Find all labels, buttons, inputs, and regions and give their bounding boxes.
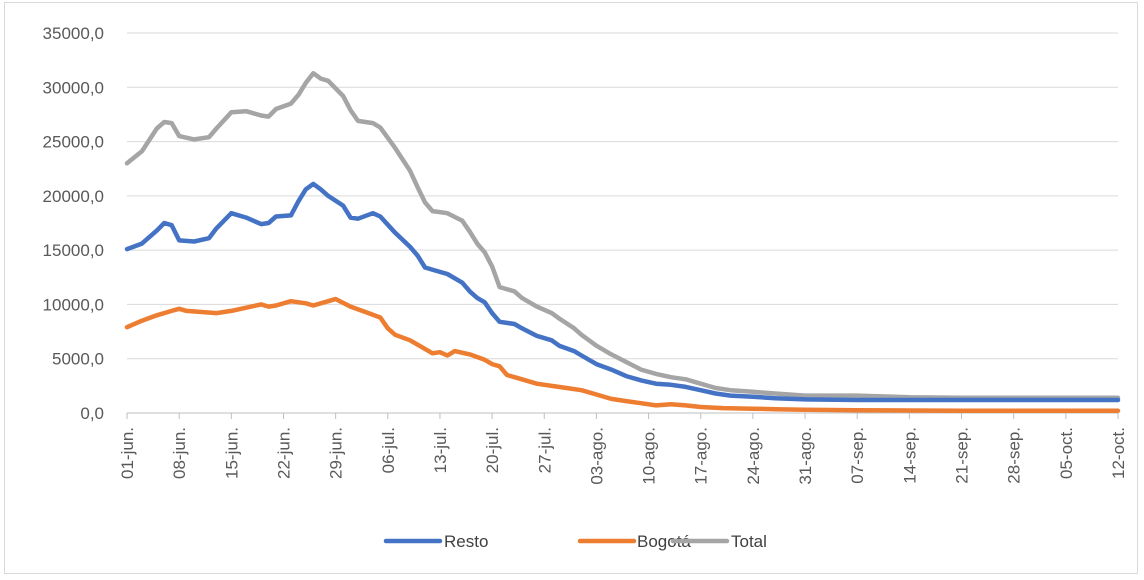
legend-label: Total: [731, 532, 767, 551]
x-tick-label: 21-sep.: [953, 427, 972, 484]
legend-label: Bogotá: [637, 532, 691, 551]
x-tick-label: 10-ago.: [640, 427, 659, 485]
y-tick-label: 35000,0: [43, 24, 104, 43]
x-tick-label: 12-oct.: [1109, 427, 1128, 479]
y-tick-label: 10000,0: [43, 295, 104, 314]
legend-label: Resto: [444, 532, 488, 551]
legend: Resto Bogotá Total: [383, 532, 767, 551]
y-tick-label: 15000,0: [43, 241, 104, 260]
x-axis-ticks: 01-jun. 08-jun. 15-jun. 22-jun. 29-jun. 06-ju…: [118, 413, 1128, 485]
x-tick-label: 20-jul.: [483, 427, 502, 473]
y-tick-label: 0,0: [80, 404, 104, 423]
x-tick-label: 17-ago.: [692, 427, 711, 485]
series-line-resto: [124, 181, 1121, 403]
x-tick-label: 22-jun.: [274, 427, 293, 479]
x-tick-label: 06-jul.: [379, 427, 398, 473]
series-line-bogota: [124, 296, 1121, 414]
x-tick-label: 28-sep.: [1005, 427, 1024, 484]
x-tick-label: 07-sep.: [848, 427, 867, 484]
x-tick-label: 03-ago.: [587, 427, 606, 485]
gridlines: [127, 32, 1118, 360]
y-axis-ticks: 0,0 5000,0 10000,0 15000,0 20000,0 25000,0 300…: [43, 24, 104, 423]
x-tick-label: 24-ago.: [744, 427, 763, 485]
x-tick-label: 05-oct.: [1057, 427, 1076, 479]
series-line-total: [124, 70, 1121, 401]
x-tick-label: 14-sep.: [900, 427, 919, 484]
series-lines: [124, 70, 1121, 414]
x-tick-label: 31-ago.: [796, 427, 815, 485]
x-tick-label: 29-jun.: [327, 427, 346, 479]
chart-frame: [4, 2, 1138, 574]
y-tick-label: 20000,0: [43, 187, 104, 206]
x-tick-label: 15-jun.: [222, 427, 241, 479]
x-tick-label: 01-jun.: [118, 427, 137, 479]
x-tick-label: 08-jun.: [170, 427, 189, 479]
y-tick-label: 5000,0: [52, 350, 104, 369]
y-tick-label: 25000,0: [43, 133, 104, 152]
x-tick-label: 13-jul.: [431, 427, 450, 473]
y-tick-label: 30000,0: [43, 78, 104, 97]
x-tick-label: 27-jul.: [535, 427, 554, 473]
